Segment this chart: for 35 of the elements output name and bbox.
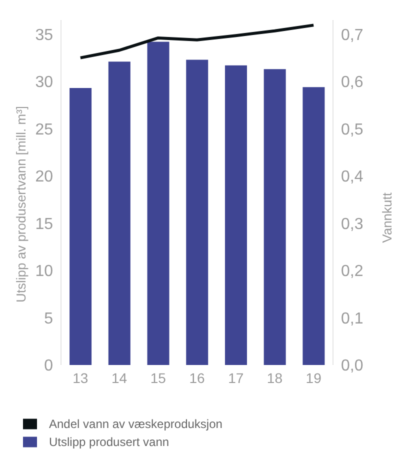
bar bbox=[108, 62, 130, 365]
y-axis-title: Utslipp av produsertvann [mill. m³] bbox=[14, 106, 29, 302]
y2-tick-label: 0,6 bbox=[341, 74, 364, 92]
y2-tick-label: 0,4 bbox=[341, 168, 364, 186]
bar bbox=[147, 42, 170, 365]
y-tick-label: 25 bbox=[35, 121, 54, 138]
y-tick-label: 5 bbox=[44, 310, 54, 328]
x-tick-label: 15 bbox=[150, 370, 166, 386]
y-tick-label: 15 bbox=[35, 216, 54, 233]
y2-tick-label: 0,1 bbox=[341, 310, 364, 328]
x-tick-label: 18 bbox=[266, 370, 283, 386]
y2-tick-label: 0,2 bbox=[341, 263, 364, 280]
x-tick-label: 13 bbox=[72, 370, 88, 386]
line-series bbox=[78, 24, 316, 60]
x-tick-label: 14 bbox=[111, 370, 128, 386]
y2-axis-title: Vannkutt bbox=[380, 192, 395, 243]
bar bbox=[264, 69, 286, 365]
x-tick-label: 17 bbox=[228, 370, 244, 386]
legend-label: Andel vann av væskeproduksjon bbox=[49, 417, 222, 431]
bar bbox=[70, 88, 92, 365]
x-tick-label: 19 bbox=[306, 370, 322, 386]
y-tick-label: 0 bbox=[44, 358, 54, 375]
y-tick-label: 30 bbox=[35, 74, 54, 92]
bar bbox=[224, 65, 247, 365]
y-tick-label: 20 bbox=[35, 168, 54, 186]
y2-tick-label: 0,5 bbox=[341, 121, 364, 138]
bar bbox=[302, 87, 325, 365]
y2-tick-label: 0,0 bbox=[341, 358, 364, 375]
y2-tick-label: 0,7 bbox=[341, 26, 364, 44]
legend-label: Utslipp produsert vann bbox=[49, 435, 170, 449]
bar bbox=[186, 60, 208, 365]
x-tick-label: 16 bbox=[189, 370, 205, 386]
y2-tick-label: 0,3 bbox=[341, 216, 364, 233]
y-tick-label: 10 bbox=[35, 263, 54, 280]
y-tick-label: 35 bbox=[35, 26, 54, 44]
